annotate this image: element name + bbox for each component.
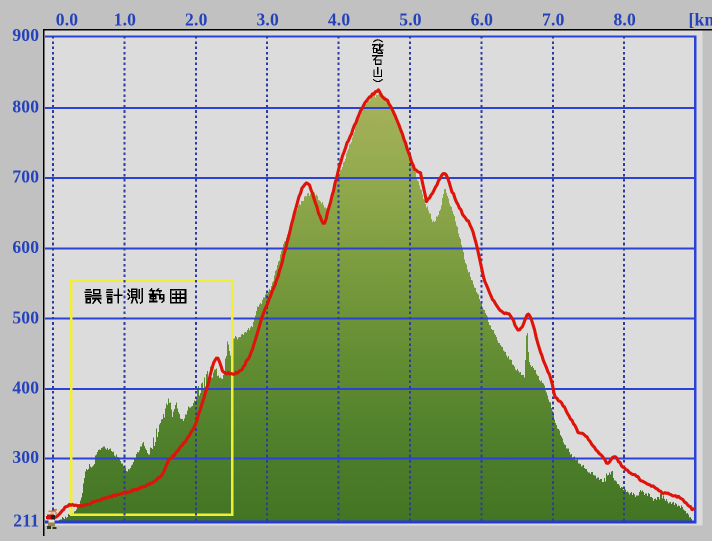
svg-text:300: 300 [12,447,39,467]
svg-text:3.0: 3.0 [256,10,279,30]
svg-text:700: 700 [12,167,39,187]
svg-text:7.0: 7.0 [542,10,565,30]
svg-text:400: 400 [12,377,39,397]
svg-text:8.0: 8.0 [613,10,636,30]
svg-text:2.0: 2.0 [185,10,208,30]
svg-text:500: 500 [12,307,39,327]
svg-text:600: 600 [12,237,39,257]
svg-text:1.0: 1.0 [114,10,137,30]
svg-text:6.0: 6.0 [471,10,494,30]
svg-text:4.0: 4.0 [328,10,351,30]
svg-text:5.0: 5.0 [399,10,422,30]
svg-text:800: 800 [12,97,39,117]
svg-text:[km]: [km] [689,10,712,30]
svg-text:900: 900 [12,25,39,45]
svg-text:211: 211 [13,510,39,530]
svg-text:0.0: 0.0 [56,10,79,30]
